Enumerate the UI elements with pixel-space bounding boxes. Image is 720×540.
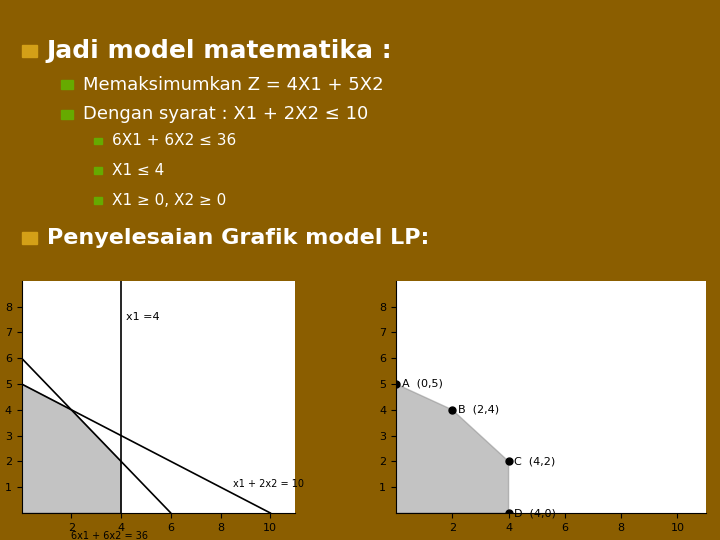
Text: X1 ≤ 4: X1 ≤ 4 xyxy=(112,163,164,178)
Text: Penyelesaian Grafik model LP:: Penyelesaian Grafik model LP: xyxy=(47,228,429,248)
Text: Dengan syarat : X1 + 2X2 ≤ 10: Dengan syarat : X1 + 2X2 ≤ 10 xyxy=(83,105,368,124)
Text: x1 + 2x2 = 10: x1 + 2x2 = 10 xyxy=(233,479,304,489)
Text: x1 =4: x1 =4 xyxy=(126,312,160,321)
Bar xyxy=(61,80,73,89)
Polygon shape xyxy=(396,384,508,513)
Text: 6x1 + 6x2 = 36: 6x1 + 6x2 = 36 xyxy=(71,531,148,540)
Text: A  (0,5): A (0,5) xyxy=(402,379,443,389)
Bar xyxy=(94,138,102,144)
Text: D  (4,0): D (4,0) xyxy=(514,508,556,518)
Text: Jadi model matematika :: Jadi model matematika : xyxy=(47,39,392,63)
Text: B  (2,4): B (2,4) xyxy=(458,405,499,415)
Text: Memaksimumkan Z = 4X1 + 5X2: Memaksimumkan Z = 4X1 + 5X2 xyxy=(83,76,384,94)
Text: 6X1 + 6X2 ≤ 36: 6X1 + 6X2 ≤ 36 xyxy=(112,133,236,148)
Bar xyxy=(94,167,102,174)
Bar xyxy=(94,197,102,204)
Bar xyxy=(61,110,73,119)
Polygon shape xyxy=(22,384,121,513)
Bar xyxy=(22,232,37,244)
Text: C  (4,2): C (4,2) xyxy=(514,456,555,467)
Text: X1 ≥ 0, X2 ≥ 0: X1 ≥ 0, X2 ≥ 0 xyxy=(112,193,226,208)
Bar xyxy=(22,45,37,57)
